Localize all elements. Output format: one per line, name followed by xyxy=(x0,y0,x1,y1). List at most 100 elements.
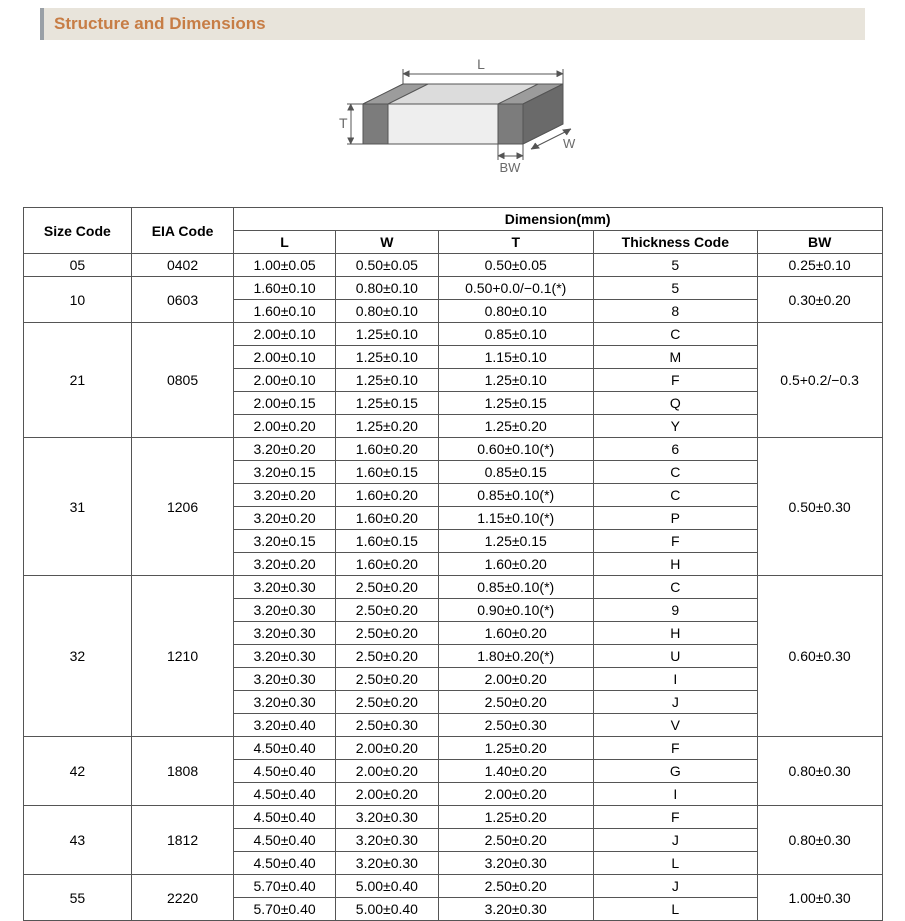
cell-code: 8 xyxy=(593,300,757,323)
th-size: Size Code xyxy=(23,208,132,254)
cell-W: 1.60±0.15 xyxy=(336,461,438,484)
cell-code: F xyxy=(593,737,757,760)
th-W: W xyxy=(336,231,438,254)
cell-code: I xyxy=(593,783,757,806)
th-T: T xyxy=(438,231,593,254)
cell-code: L xyxy=(593,852,757,875)
cell-L: 1.00±0.05 xyxy=(233,254,335,277)
th-eia: EIA Code xyxy=(132,208,234,254)
cell-L: 2.00±0.20 xyxy=(233,415,335,438)
cell-code: C xyxy=(593,484,757,507)
cell-L: 2.00±0.10 xyxy=(233,369,335,392)
label-W: W xyxy=(563,136,576,151)
cell-code: J xyxy=(593,829,757,852)
cell-code: 9 xyxy=(593,599,757,622)
cell-bw: 0.60±0.30 xyxy=(757,576,882,737)
cell-T: 0.85±0.10(*) xyxy=(438,484,593,507)
cell-size: 05 xyxy=(23,254,132,277)
cell-eia: 0805 xyxy=(132,323,234,438)
cell-code: F xyxy=(593,806,757,829)
cell-eia: 1808 xyxy=(132,737,234,806)
cell-bw: 0.80±0.30 xyxy=(757,806,882,875)
cell-W: 1.25±0.20 xyxy=(336,415,438,438)
cell-W: 3.20±0.30 xyxy=(336,852,438,875)
cell-L: 3.20±0.20 xyxy=(233,553,335,576)
th-thick: Thickness Code xyxy=(593,231,757,254)
cell-code: 5 xyxy=(593,254,757,277)
cell-W: 1.25±0.10 xyxy=(336,323,438,346)
cell-W: 2.50±0.20 xyxy=(336,691,438,714)
cell-T: 0.60±0.10(*) xyxy=(438,438,593,461)
cell-W: 0.50±0.05 xyxy=(336,254,438,277)
cell-W: 2.00±0.20 xyxy=(336,760,438,783)
cell-W: 1.60±0.20 xyxy=(336,507,438,530)
cell-code: F xyxy=(593,530,757,553)
cell-L: 2.00±0.15 xyxy=(233,392,335,415)
table-row: 4218084.50±0.402.00±0.201.25±0.20F0.80±0… xyxy=(23,737,882,760)
cell-W: 2.00±0.20 xyxy=(336,783,438,806)
cell-code: U xyxy=(593,645,757,668)
cell-code: C xyxy=(593,576,757,599)
cell-W: 3.20±0.30 xyxy=(336,829,438,852)
cell-bw: 1.00±0.30 xyxy=(757,875,882,921)
cell-W: 2.50±0.20 xyxy=(336,645,438,668)
cell-T: 0.80±0.10 xyxy=(438,300,593,323)
cell-L: 3.20±0.30 xyxy=(233,691,335,714)
cell-L: 3.20±0.30 xyxy=(233,668,335,691)
cell-T: 1.25±0.10 xyxy=(438,369,593,392)
cell-L: 3.20±0.15 xyxy=(233,530,335,553)
cell-bw: 0.30±0.20 xyxy=(757,277,882,323)
cell-W: 2.50±0.20 xyxy=(336,622,438,645)
cell-code: 5 xyxy=(593,277,757,300)
cell-eia: 1210 xyxy=(132,576,234,737)
cell-size: 42 xyxy=(23,737,132,806)
cell-L: 4.50±0.40 xyxy=(233,760,335,783)
cell-T: 2.50±0.20 xyxy=(438,829,593,852)
cell-size: 31 xyxy=(23,438,132,576)
cell-L: 3.20±0.30 xyxy=(233,599,335,622)
cell-L: 4.50±0.40 xyxy=(233,737,335,760)
cell-code: G xyxy=(593,760,757,783)
cell-L: 3.20±0.30 xyxy=(233,622,335,645)
cell-T: 1.40±0.20 xyxy=(438,760,593,783)
cell-T: 0.50+0.0/−0.1(*) xyxy=(438,277,593,300)
cell-bw: 0.5+0.2/−0.3 xyxy=(757,323,882,438)
label-L: L xyxy=(477,56,485,72)
cell-code: 6 xyxy=(593,438,757,461)
cell-L: 3.20±0.30 xyxy=(233,645,335,668)
dimension-table: Size Code EIA Code Dimension(mm) L W T T… xyxy=(23,207,883,921)
cell-W: 2.50±0.30 xyxy=(336,714,438,737)
th-dim: Dimension(mm) xyxy=(233,208,882,231)
cell-T: 0.85±0.10(*) xyxy=(438,576,593,599)
cell-T: 2.50±0.30 xyxy=(438,714,593,737)
table-row: 4318124.50±0.403.20±0.301.25±0.20F0.80±0… xyxy=(23,806,882,829)
cell-L: 4.50±0.40 xyxy=(233,806,335,829)
section-title: Structure and Dimensions xyxy=(40,8,865,40)
cell-T: 2.50±0.20 xyxy=(438,691,593,714)
table-row: 3212103.20±0.302.50±0.200.85±0.10(*)C0.6… xyxy=(23,576,882,599)
component-diagram: L W T BW xyxy=(0,44,905,199)
cell-W: 5.00±0.40 xyxy=(336,875,438,898)
cell-eia: 0603 xyxy=(132,277,234,323)
cell-eia: 0402 xyxy=(132,254,234,277)
cell-T: 1.15±0.10(*) xyxy=(438,507,593,530)
cell-L: 5.70±0.40 xyxy=(233,898,335,921)
cell-code: F xyxy=(593,369,757,392)
cell-L: 4.50±0.40 xyxy=(233,829,335,852)
cell-code: C xyxy=(593,461,757,484)
cell-W: 1.60±0.20 xyxy=(336,553,438,576)
cell-eia: 1812 xyxy=(132,806,234,875)
cell-W: 0.80±0.10 xyxy=(336,300,438,323)
cell-code: J xyxy=(593,875,757,898)
cell-W: 1.60±0.20 xyxy=(336,438,438,461)
cell-size: 32 xyxy=(23,576,132,737)
cell-T: 2.00±0.20 xyxy=(438,783,593,806)
cell-T: 2.00±0.20 xyxy=(438,668,593,691)
cell-T: 1.60±0.20 xyxy=(438,553,593,576)
cell-T: 0.50±0.05 xyxy=(438,254,593,277)
cell-T: 1.60±0.20 xyxy=(438,622,593,645)
cell-size: 10 xyxy=(23,277,132,323)
cell-code: L xyxy=(593,898,757,921)
cell-W: 1.25±0.15 xyxy=(336,392,438,415)
cell-W: 2.50±0.20 xyxy=(336,668,438,691)
